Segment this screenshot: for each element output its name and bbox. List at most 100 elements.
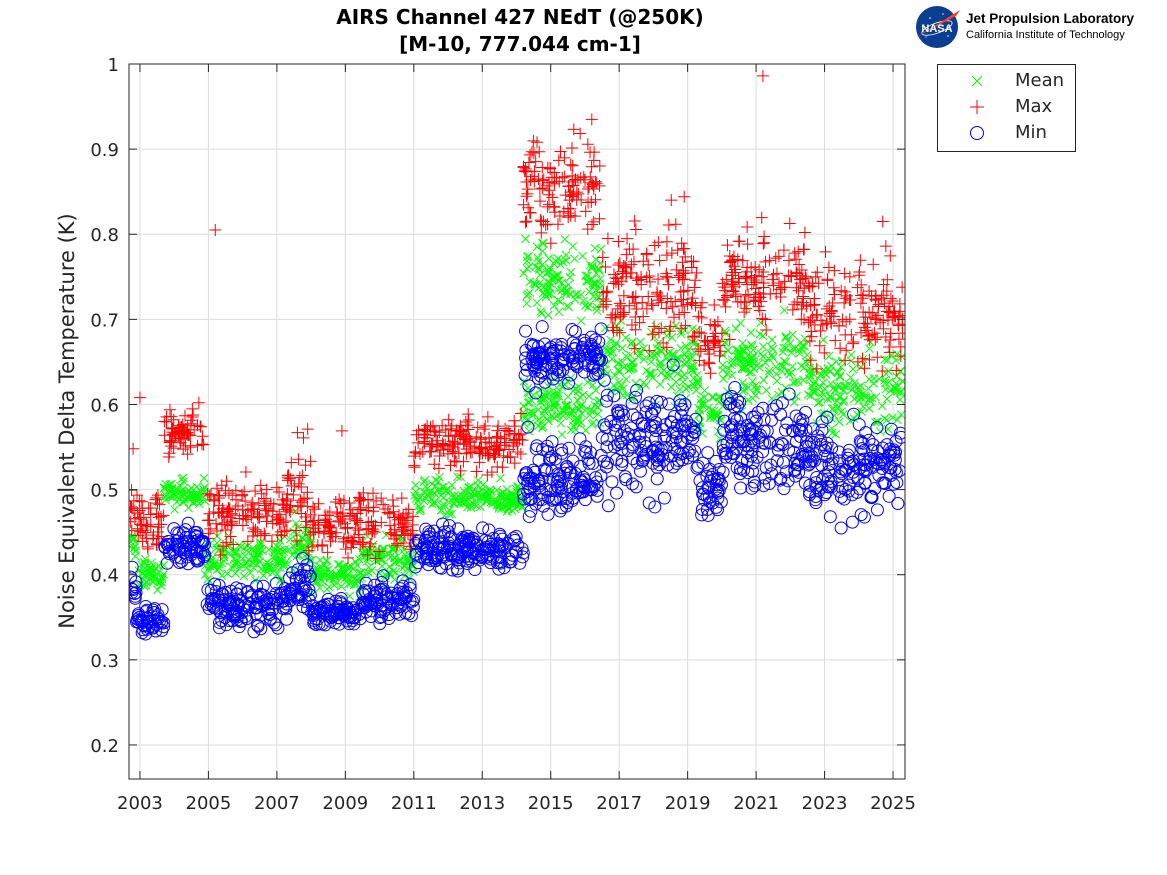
data-point-min	[376, 598, 390, 612]
data-point-max	[867, 258, 880, 271]
data-point-max	[353, 492, 366, 505]
data-point-max	[824, 315, 837, 328]
data-point-mean	[557, 278, 567, 288]
data-point-mean	[231, 549, 241, 558]
data-point-mean	[581, 276, 591, 286]
data-point-max	[471, 421, 484, 434]
data-point-mean	[427, 479, 437, 489]
data-point-mean	[594, 264, 604, 274]
data-point-mean	[553, 271, 562, 281]
data-point-max	[452, 425, 465, 438]
data-point-min	[427, 531, 441, 545]
data-point-max	[607, 277, 620, 290]
data-point-mean	[428, 499, 437, 509]
data-point-mean	[779, 361, 788, 371]
data-point-mean	[850, 378, 859, 388]
data-point-max	[307, 516, 320, 529]
x-tick-label: 2011	[391, 793, 437, 814]
data-point-max	[517, 198, 530, 211]
data-point-mean	[228, 547, 238, 557]
data-point-min	[853, 453, 867, 467]
data-point-min	[508, 533, 522, 547]
data-point-max	[731, 295, 744, 308]
data-point-max	[757, 281, 770, 294]
data-point-max	[535, 226, 548, 239]
data-point-mean	[743, 383, 753, 393]
data-point-max	[519, 164, 532, 177]
data-point-mean	[659, 365, 669, 375]
data-point-max	[187, 409, 200, 422]
data-point-min	[763, 436, 777, 450]
data-point-mean	[835, 371, 845, 381]
data-point-max	[869, 333, 882, 346]
outlier-point-max	[531, 136, 544, 149]
data-point-mean	[849, 394, 859, 404]
data-point-max	[264, 497, 277, 510]
data-point-min	[235, 606, 249, 620]
data-point-min	[136, 623, 150, 637]
data-point-min	[711, 484, 725, 498]
data-point-min	[866, 460, 880, 474]
data-point-max	[535, 215, 548, 228]
data-point-max	[810, 308, 823, 321]
data-point-mean	[156, 580, 166, 590]
data-point-mean	[583, 377, 593, 387]
legend: Mean Max Min	[937, 64, 1076, 152]
data-point-min	[613, 435, 627, 449]
data-point-max	[233, 512, 246, 525]
data-point-min	[309, 618, 323, 632]
data-point-max	[431, 434, 444, 447]
data-point-mean	[895, 395, 905, 404]
data-point-mean	[239, 571, 249, 581]
data-point-max	[413, 447, 426, 460]
data-point-max	[585, 196, 598, 209]
data-point-max	[665, 194, 678, 207]
data-point-min	[538, 375, 552, 389]
data-point-min	[376, 569, 390, 583]
data-point-min	[751, 406, 765, 420]
data-point-min	[727, 447, 741, 461]
outlier-point-max	[291, 426, 304, 439]
data-point-max	[184, 417, 197, 430]
data-point-max	[483, 431, 496, 444]
data-point-max	[863, 285, 876, 298]
data-point-mean	[746, 340, 756, 350]
data-point-min	[567, 351, 581, 365]
data-point-max	[874, 316, 887, 329]
data-point-min	[508, 544, 522, 558]
data-point-max	[225, 518, 238, 531]
data-point-min	[616, 408, 630, 422]
data-point-min	[218, 610, 232, 624]
data-point-min	[611, 416, 625, 430]
data-point-max	[144, 508, 157, 521]
data-point-mean	[693, 375, 703, 385]
data-point-mean	[275, 576, 285, 586]
data-point-max	[523, 206, 536, 219]
data-point-min	[545, 361, 559, 375]
data-point-max	[606, 321, 619, 334]
data-point-mean	[223, 569, 232, 578]
data-point-max	[798, 313, 811, 326]
data-point-mean	[672, 353, 682, 363]
data-point-mean	[227, 562, 236, 572]
data-point-min	[197, 550, 211, 564]
data-point-max	[797, 243, 810, 256]
data-point-mean	[568, 241, 578, 251]
data-point-min	[793, 430, 807, 444]
data-point-max	[783, 217, 796, 230]
data-point-max	[642, 258, 655, 271]
data-point-mean	[439, 500, 449, 510]
data-point-max	[163, 403, 176, 416]
data-point-max	[194, 420, 207, 433]
data-point-max	[804, 354, 817, 367]
data-point-max	[739, 270, 752, 283]
data-point-mean	[367, 566, 376, 575]
data-point-mean	[576, 418, 586, 427]
data-point-max	[534, 195, 547, 208]
data-point-min	[254, 587, 268, 601]
data-point-min	[724, 396, 738, 410]
data-point-mean	[269, 563, 278, 573]
data-point-max	[633, 316, 646, 329]
data-point-mean	[242, 546, 252, 555]
data-point-min	[781, 474, 795, 488]
